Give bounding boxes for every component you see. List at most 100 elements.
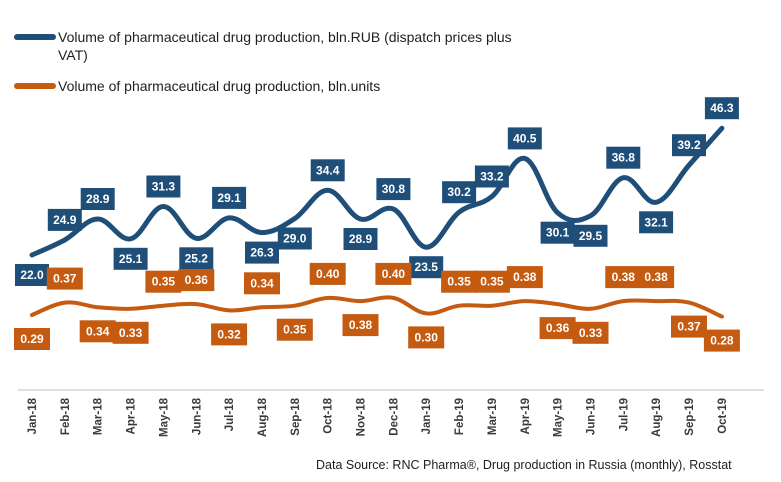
data-label-rub-may-19: 30.1 bbox=[540, 221, 575, 244]
legend-label-units: Volume of pharmaceutical drug production… bbox=[58, 78, 381, 94]
data-label-text: 28.9 bbox=[349, 232, 373, 246]
data-label-units-jul-19: 0.38 bbox=[605, 266, 642, 289]
data-label-units-jan-19: 0.30 bbox=[408, 326, 445, 349]
data-label-text: 0.35 bbox=[480, 275, 504, 289]
data-label-box bbox=[473, 270, 510, 293]
data-label-box bbox=[442, 181, 477, 204]
x-tick-jun-19: Jun-19 bbox=[586, 398, 598, 435]
data-label-text: 31.3 bbox=[152, 180, 176, 194]
data-label-box bbox=[211, 323, 248, 346]
data-label-box bbox=[704, 97, 739, 120]
data-label-box bbox=[145, 270, 182, 293]
x-tick-dec-18: Dec-18 bbox=[388, 397, 400, 435]
data-label-units-sep-18: 0.35 bbox=[276, 318, 313, 341]
legend-label-rub: Volume of pharmaceutical drug production… bbox=[58, 29, 512, 63]
data-label-rub-nov-18: 28.9 bbox=[343, 228, 378, 250]
data-label-rub-dec-18: 30.8 bbox=[376, 178, 411, 201]
data-label-text: 0.35 bbox=[152, 275, 176, 289]
data-label-text: 26.3 bbox=[250, 246, 274, 260]
data-label-box bbox=[79, 320, 116, 343]
data-label-rub-sep-19: 39.2 bbox=[672, 134, 706, 157]
data-label-box bbox=[572, 321, 609, 344]
data-label-text: 0.35 bbox=[447, 275, 471, 289]
data-label-text: 25.1 bbox=[119, 252, 143, 266]
data-label-text: 0.40 bbox=[382, 267, 406, 281]
data-label-box bbox=[212, 186, 247, 209]
data-label-text: 29.0 bbox=[283, 232, 307, 246]
data-label-box bbox=[47, 208, 82, 231]
x-tick-mar-19: Mar-19 bbox=[487, 398, 499, 435]
data-label-text: 30.2 bbox=[447, 185, 471, 199]
data-label-text: 0.32 bbox=[217, 327, 241, 341]
data-label-text: 0.37 bbox=[677, 320, 701, 334]
x-axis-ticks: Jan-18 Feb-18 Mar-18 Apr-18 May-18 Jun-18 Jul-… bbox=[27, 397, 729, 437]
data-label-units-jan-18: 0.29 bbox=[14, 328, 50, 350]
data-label-text: 30.1 bbox=[546, 226, 570, 240]
x-tick-jul-19: Jul-19 bbox=[618, 398, 630, 431]
data-label-units-mar-19: 0.35 bbox=[473, 270, 510, 293]
data-label-text: 0.38 bbox=[349, 318, 373, 332]
data-label-box bbox=[474, 165, 509, 188]
data-label-units-aug-18: 0.34 bbox=[244, 272, 280, 295]
data-source-note: Data Source: RNC Pharma®, Drug productio… bbox=[316, 458, 732, 472]
data-label-rub-aug-18: 26.3 bbox=[245, 241, 279, 264]
data-label-box bbox=[376, 178, 411, 201]
data-label-units-apr-18: 0.33 bbox=[112, 321, 149, 344]
legend-swatch-units bbox=[14, 83, 56, 89]
data-label-rub-oct-19: 46.3 bbox=[704, 97, 739, 120]
data-label-box bbox=[638, 266, 675, 289]
data-label-rub-aug-19: 32.1 bbox=[639, 211, 674, 234]
data-label-rub-jul-19: 36.8 bbox=[606, 146, 641, 169]
data-label-rub-feb-18: 24.9 bbox=[47, 208, 82, 231]
data-label-box bbox=[80, 188, 115, 210]
x-tick-jun-18: Jun-18 bbox=[191, 397, 203, 435]
x-tick-sep-19: Sep-19 bbox=[684, 398, 696, 436]
data-label-units-dec-18: 0.40 bbox=[375, 262, 412, 285]
data-label-text: 0.35 bbox=[283, 323, 307, 337]
data-label-box bbox=[672, 134, 706, 157]
data-label-text: 39.2 bbox=[677, 138, 701, 152]
x-tick-may-19: May-19 bbox=[553, 398, 565, 437]
x-tick-feb-19: Feb-19 bbox=[454, 398, 466, 435]
data-label-text: 33.2 bbox=[480, 170, 504, 184]
data-label-box bbox=[343, 228, 378, 250]
data-label-text: 0.40 bbox=[316, 267, 340, 281]
data-label-box bbox=[573, 224, 608, 247]
data-label-box bbox=[671, 315, 707, 338]
data-label-text: 0.33 bbox=[119, 326, 143, 340]
data-label-box bbox=[408, 326, 445, 349]
data-label-text: 0.34 bbox=[250, 276, 274, 290]
data-label-text: 34.4 bbox=[316, 163, 340, 177]
data-label-rub-jun-18: 25.2 bbox=[179, 247, 214, 270]
data-label-box bbox=[309, 262, 346, 285]
x-tick-apr-18: Apr-18 bbox=[126, 397, 138, 434]
data-label-text: 0.30 bbox=[415, 330, 439, 344]
data-label-box bbox=[703, 329, 740, 352]
data-label-text: 25.2 bbox=[185, 251, 209, 265]
data-label-text: 40.5 bbox=[513, 131, 537, 145]
x-tick-oct-18: Oct-18 bbox=[323, 397, 335, 433]
data-label-box bbox=[146, 175, 181, 198]
data-label-box bbox=[179, 247, 214, 270]
data-label-box bbox=[605, 266, 642, 289]
x-tick-jul-18: Jul-18 bbox=[224, 397, 236, 431]
data-label-text: 0.37 bbox=[53, 272, 77, 286]
data-label-box bbox=[409, 256, 444, 279]
data-label-box bbox=[540, 221, 575, 244]
legend-swatch-rub bbox=[14, 34, 56, 40]
data-label-rub-sep-18: 29.0 bbox=[277, 227, 312, 250]
x-tick-apr-19: Apr-19 bbox=[520, 398, 532, 434]
data-label-rub-oct-18: 34.4 bbox=[310, 159, 345, 182]
data-label-text: 28.9 bbox=[86, 192, 110, 206]
data-label-box bbox=[539, 317, 576, 340]
data-label-box bbox=[310, 159, 345, 182]
data-label-box bbox=[112, 321, 149, 344]
series-lines bbox=[29, 125, 725, 319]
data-label-rub-apr-19: 40.5 bbox=[507, 127, 542, 150]
x-tick-mar-18: Mar-18 bbox=[93, 397, 105, 435]
data-label-text: 46.3 bbox=[710, 101, 734, 115]
x-tick-oct-19: Oct-19 bbox=[717, 398, 729, 434]
data-label-rub-mar-18: 28.9 bbox=[80, 188, 115, 210]
data-label-text: 0.36 bbox=[185, 273, 209, 287]
